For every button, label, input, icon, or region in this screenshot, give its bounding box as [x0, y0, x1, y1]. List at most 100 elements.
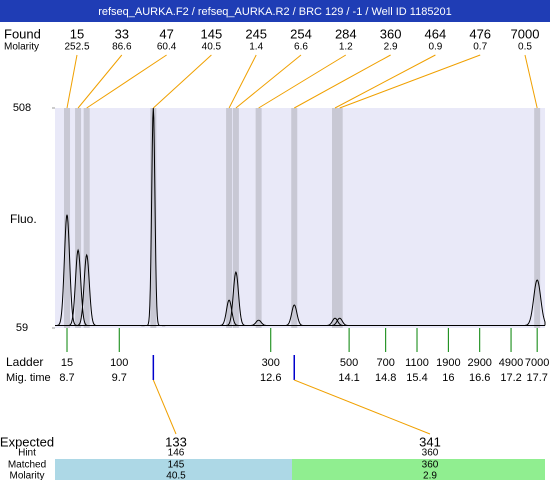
found-connector — [339, 54, 481, 109]
ladder-size: 500 — [340, 357, 358, 369]
found-size: 464 — [425, 26, 447, 41]
peak-band — [75, 108, 82, 328]
peak-band — [336, 108, 343, 328]
result-label: Molarity — [9, 471, 44, 480]
peak-band — [255, 108, 262, 328]
found-size: 476 — [469, 26, 491, 41]
mig-time-value: 15.4 — [406, 372, 427, 384]
result-connector — [152, 379, 177, 435]
y-tick-label: 508 — [13, 102, 31, 114]
result-hint: 146 — [168, 448, 185, 459]
found-connector — [77, 54, 123, 109]
mig-time-label: Mig. time — [6, 372, 51, 384]
title: refseq_AURKA.F2 / refseq_AURKA.R2 / BRC … — [98, 6, 452, 18]
mig-time-value: 8.7 — [59, 372, 74, 384]
molarity-value: 2.9 — [384, 42, 398, 53]
result-hint: 360 — [422, 448, 439, 459]
plot-area — [55, 108, 545, 328]
trace-peak — [223, 270, 248, 326]
found-connector — [153, 54, 212, 109]
trace-peak — [74, 253, 99, 326]
trace-peak — [323, 317, 347, 326]
left-result-bg — [55, 459, 292, 480]
title-bar — [0, 0, 550, 22]
result-label: Hint — [18, 448, 36, 459]
molarity-value: 252.5 — [64, 42, 89, 53]
molarity-label: Molarity — [4, 42, 39, 53]
mig-time-value: 14.8 — [375, 372, 396, 384]
mig-time-value: 16 — [442, 372, 454, 384]
peak-band — [332, 108, 338, 328]
trace-peak — [66, 248, 91, 326]
found-size: 33 — [115, 26, 129, 41]
right-result-bg — [292, 459, 545, 480]
found-size: 7000 — [511, 26, 540, 41]
peak-band — [226, 108, 233, 328]
found-size: 145 — [201, 26, 223, 41]
peak-band — [83, 108, 90, 328]
mig-time-value: 14.1 — [338, 372, 359, 384]
found-size: 254 — [290, 26, 312, 41]
found-size: 15 — [70, 26, 84, 41]
molarity-value: 60.4 — [157, 42, 177, 53]
ladder-label: Ladder — [6, 355, 43, 369]
ladder-size: 700 — [376, 357, 394, 369]
molarity-value: 0.9 — [428, 42, 442, 53]
result-expected: 341 — [419, 434, 441, 449]
mig-time-value: 17.2 — [500, 372, 521, 384]
result-connector — [294, 379, 431, 435]
ladder-size: 1900 — [436, 357, 460, 369]
found-size: 245 — [245, 26, 267, 41]
mig-time-value: 9.7 — [112, 372, 127, 384]
mig-time-value: 16.6 — [469, 372, 490, 384]
y-tick-label: 59 — [16, 322, 28, 334]
found-size: 47 — [159, 26, 173, 41]
ladder-size: 300 — [262, 357, 280, 369]
trace-peak — [55, 214, 79, 326]
trace-peak — [217, 299, 242, 326]
molarity-value: 6.6 — [294, 42, 308, 53]
found-connector — [235, 54, 302, 109]
found-connector — [334, 54, 436, 109]
molarity-value: 1.2 — [339, 42, 353, 53]
molarity-value: 86.6 — [112, 42, 132, 53]
y-axis-label: Fluo. — [10, 212, 37, 226]
found-size: 360 — [380, 26, 402, 41]
trace-peak — [525, 279, 546, 326]
molarity-value: 40.5 — [202, 42, 222, 53]
ladder-size: 1100 — [405, 357, 429, 369]
trace-peak — [327, 317, 352, 326]
trace-peak — [141, 107, 166, 327]
found-label: Found — [4, 26, 41, 41]
peak-band — [232, 108, 239, 328]
peak-band — [64, 108, 71, 328]
molarity-value: 0.5 — [518, 42, 532, 53]
result-molarity: 40.5 — [166, 471, 186, 480]
molarity-value: 0.7 — [473, 42, 487, 53]
found-connector — [294, 54, 391, 109]
result-matched: 145 — [168, 460, 185, 471]
mig-time-value: 17.7 — [526, 372, 547, 384]
peak-band — [150, 108, 157, 328]
molarity-value: 1.4 — [249, 42, 263, 53]
trace-peak — [246, 319, 271, 326]
peak-band — [291, 108, 298, 328]
mig-time-value: 12.6 — [260, 372, 281, 384]
result-molarity: 2.9 — [423, 471, 437, 480]
result-matched: 360 — [422, 460, 439, 471]
ladder-size: 15 — [61, 357, 73, 369]
result-expected: 133 — [165, 434, 187, 449]
found-connector — [258, 54, 347, 109]
trace-peak — [282, 304, 307, 326]
found-size: 284 — [335, 26, 357, 41]
ladder-size: 4900 — [499, 357, 523, 369]
ladder-size: 100 — [110, 357, 128, 369]
ladder-size: 2900 — [467, 357, 491, 369]
peak-band — [534, 108, 541, 328]
result-label: Matched — [8, 460, 46, 471]
found-connector — [66, 54, 78, 109]
found-connector — [86, 54, 167, 109]
result-label: Expected — [0, 434, 54, 449]
ladder-size: 7000 — [525, 357, 549, 369]
